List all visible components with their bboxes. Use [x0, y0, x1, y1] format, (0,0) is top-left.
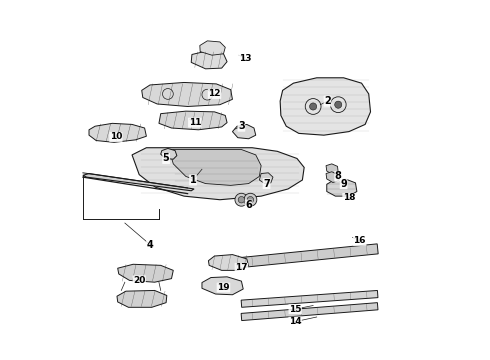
Polygon shape	[280, 78, 370, 135]
Polygon shape	[241, 303, 378, 320]
Text: 14: 14	[289, 317, 301, 326]
Text: 9: 9	[340, 179, 347, 189]
Polygon shape	[118, 264, 173, 282]
Polygon shape	[170, 149, 261, 185]
Polygon shape	[326, 172, 338, 183]
Text: 5: 5	[163, 153, 170, 163]
Text: 6: 6	[245, 200, 252, 210]
Text: 20: 20	[133, 276, 146, 285]
Text: 15: 15	[289, 305, 301, 314]
Text: 8: 8	[335, 171, 342, 181]
Polygon shape	[159, 111, 227, 130]
Text: 7: 7	[263, 179, 270, 189]
Text: 12: 12	[208, 89, 221, 98]
Text: 19: 19	[217, 283, 230, 292]
Polygon shape	[117, 291, 167, 307]
Polygon shape	[241, 291, 378, 307]
Polygon shape	[191, 51, 227, 69]
Text: 13: 13	[239, 54, 251, 63]
Text: 4: 4	[147, 239, 153, 249]
Polygon shape	[161, 148, 177, 159]
Text: 1: 1	[190, 175, 196, 185]
Text: 3: 3	[238, 121, 245, 131]
Polygon shape	[326, 164, 338, 175]
Text: 16: 16	[353, 237, 366, 246]
Circle shape	[310, 103, 317, 110]
Text: 17: 17	[235, 264, 248, 273]
Circle shape	[335, 101, 342, 108]
Circle shape	[238, 197, 245, 203]
Text: 10: 10	[110, 132, 122, 141]
Polygon shape	[200, 41, 225, 55]
Polygon shape	[208, 255, 248, 270]
Polygon shape	[202, 277, 243, 295]
Polygon shape	[232, 125, 256, 139]
Polygon shape	[142, 82, 232, 107]
Circle shape	[244, 193, 257, 206]
Polygon shape	[132, 148, 304, 200]
Polygon shape	[83, 174, 194, 191]
Text: 18: 18	[343, 193, 355, 202]
Polygon shape	[327, 179, 357, 196]
Polygon shape	[89, 123, 147, 142]
Polygon shape	[241, 244, 378, 267]
Polygon shape	[259, 173, 273, 184]
Text: 2: 2	[324, 96, 331, 106]
Circle shape	[247, 197, 254, 203]
Text: 11: 11	[189, 118, 201, 127]
Circle shape	[235, 193, 248, 206]
